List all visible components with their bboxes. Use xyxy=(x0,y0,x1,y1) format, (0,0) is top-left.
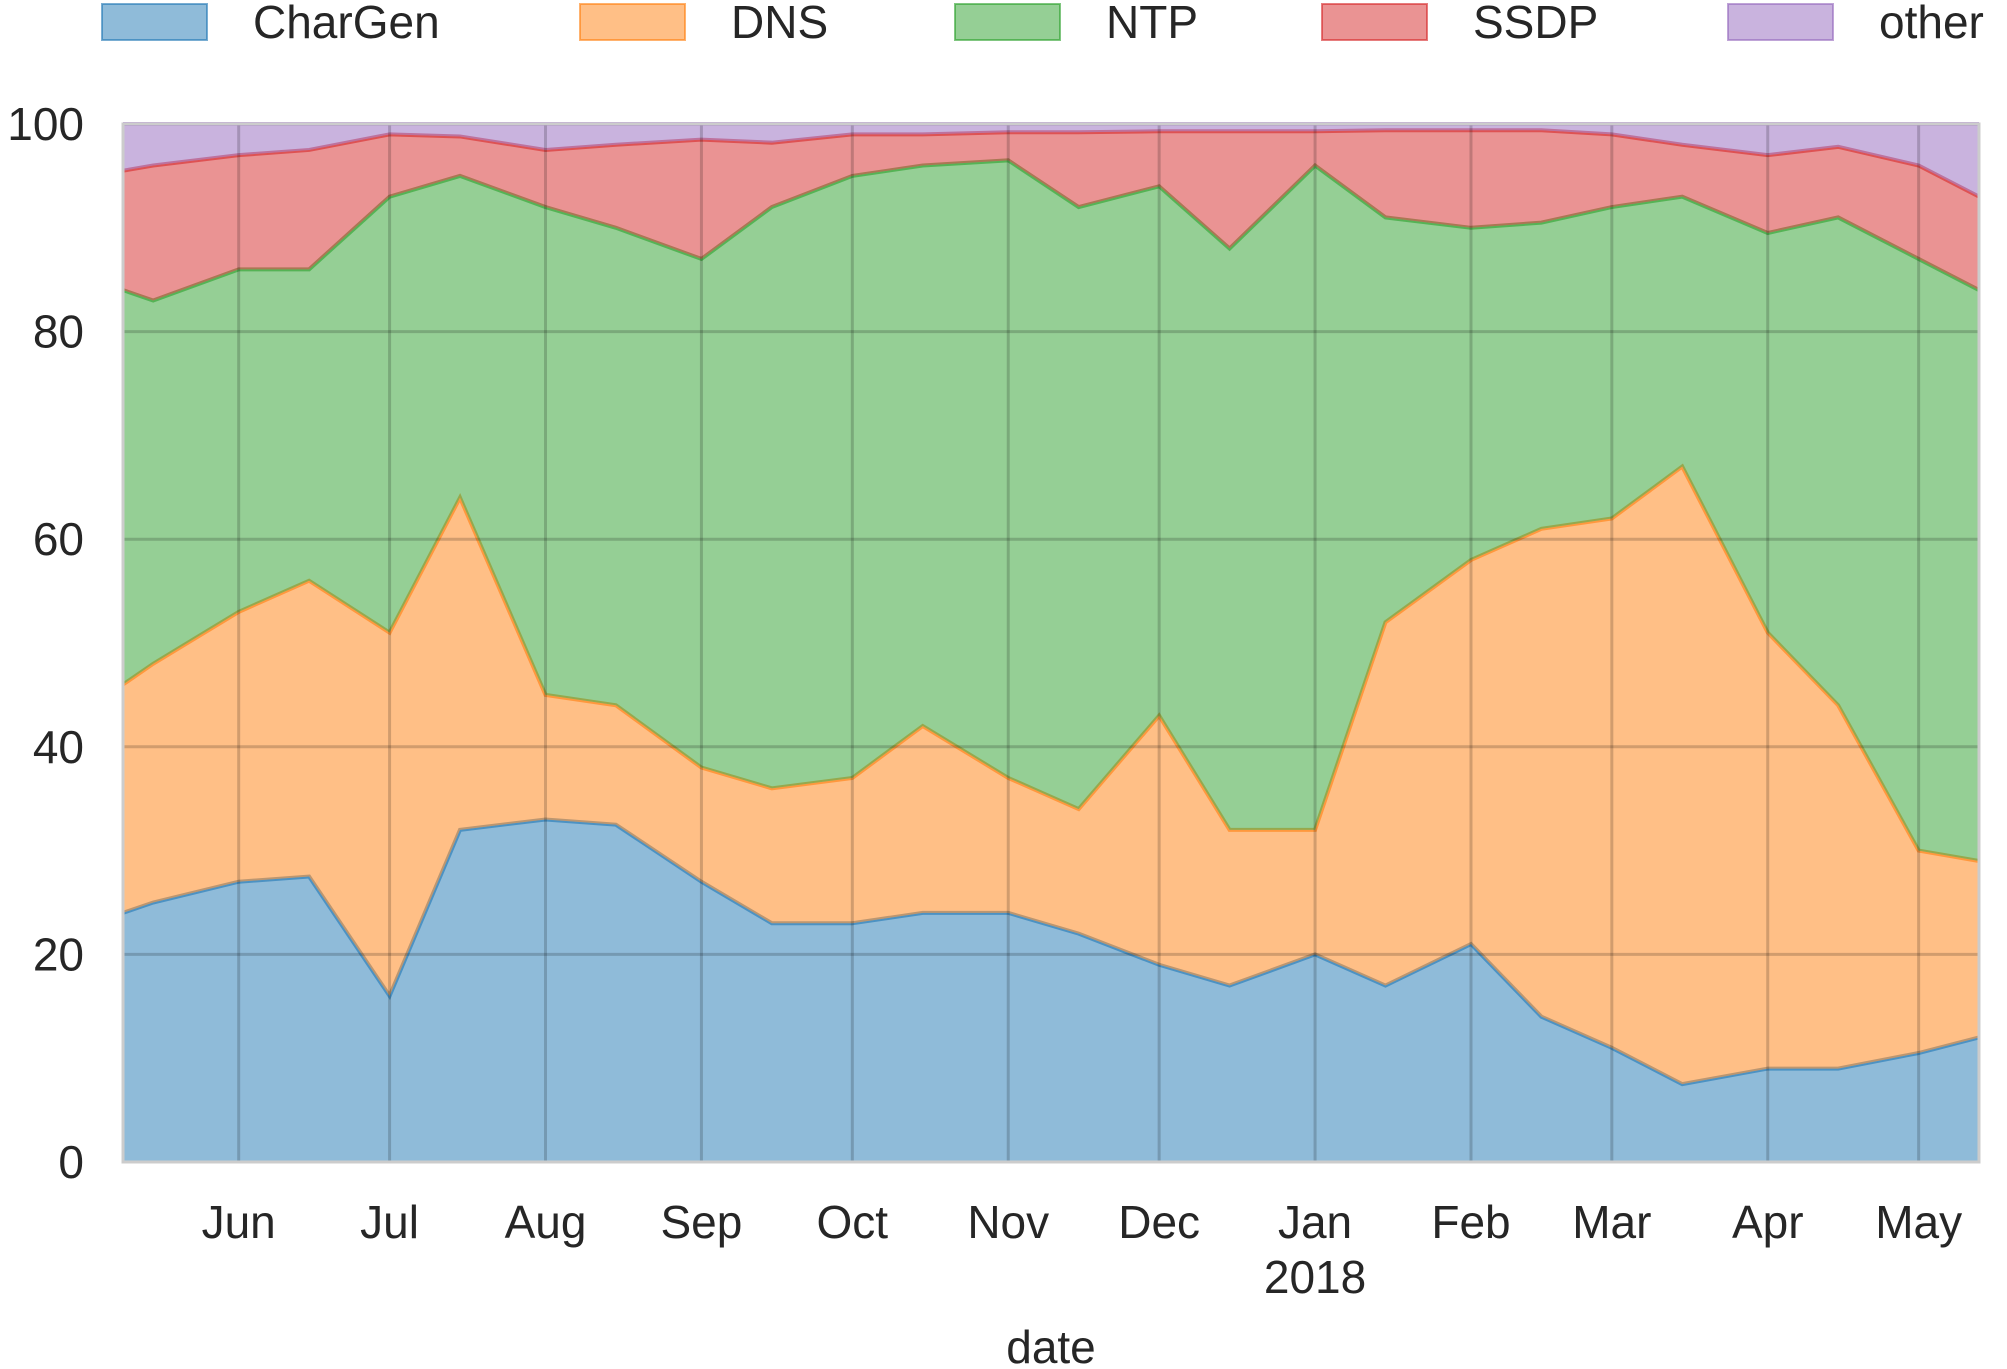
x-tick-label: Oct xyxy=(817,1196,889,1248)
x-tick-label: Mar xyxy=(1572,1196,1651,1248)
legend-swatch xyxy=(954,3,1061,41)
x-tick-label: May xyxy=(1875,1196,1962,1248)
area xyxy=(123,130,1979,301)
legend-label: NTP xyxy=(1106,0,1198,48)
x-tick-label: Sep xyxy=(660,1196,742,1248)
x-tick-label: Jun xyxy=(202,1196,276,1248)
x-tick-label: Feb xyxy=(1431,1196,1510,1248)
x-tick-label: Jul xyxy=(360,1196,419,1248)
area xyxy=(123,466,1979,1085)
y-tick-label: 80 xyxy=(33,306,84,358)
legend-label: CharGen xyxy=(253,0,440,48)
legend-label: SSDP xyxy=(1473,0,1598,48)
legend-label: other xyxy=(1879,0,1984,48)
x-tick-label: Dec xyxy=(1118,1196,1200,1248)
plot-frame xyxy=(121,122,1981,1164)
area xyxy=(123,819,1979,1162)
legend-swatch xyxy=(579,3,686,41)
legend-label: DNS xyxy=(731,0,828,48)
y-tick-label: 100 xyxy=(7,98,84,150)
x-tick-label: Jan xyxy=(1278,1196,1352,1248)
area xyxy=(123,124,1979,197)
y-tick-label: 20 xyxy=(33,928,84,980)
legend-swatch xyxy=(1321,3,1428,41)
y-tick-label: 0 xyxy=(58,1136,84,1188)
x-tick-label: Apr xyxy=(1732,1196,1804,1248)
x-tick-label: Nov xyxy=(967,1196,1049,1248)
legend-swatch xyxy=(101,3,208,41)
legend-swatch xyxy=(1727,3,1834,41)
area xyxy=(123,160,1979,861)
x-axis-label: date xyxy=(1006,1321,1096,1369)
x-tick-label: Aug xyxy=(505,1196,587,1248)
x-tick-sublabel: 2018 xyxy=(1264,1251,1366,1303)
y-tick-label: 60 xyxy=(33,513,84,565)
y-tick-label: 40 xyxy=(33,721,84,773)
